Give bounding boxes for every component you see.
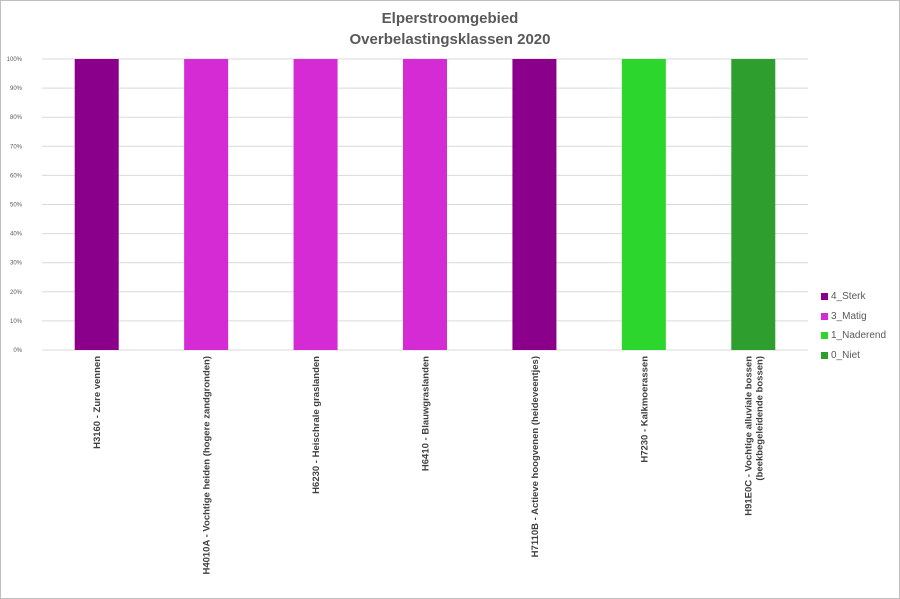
y-tick-label: 70%	[10, 144, 23, 150]
legend-swatch	[821, 312, 828, 320]
x-tick-label-group: H91E0C - Vochtige alluviale bossen (beekb…	[743, 356, 765, 516]
y-tick-label: 40%	[10, 232, 23, 238]
x-axis-labels: H3160 - Zure vennen H4010A - Vochtige hei…	[92, 356, 765, 575]
y-tick-label: 20%	[10, 290, 23, 296]
y-tick-label: 0%	[13, 348, 22, 354]
x-tick-label: H6410 - Blauwgraslanden	[421, 356, 432, 471]
x-tick-label-group: H7110B - Actieve hoogvenen (heideveentje…	[530, 356, 541, 557]
y-tick-label: 10%	[10, 319, 23, 325]
legend-label: 4_Sterk	[831, 291, 866, 303]
y-tick-label: 60%	[10, 173, 23, 179]
x-tick-label-group: H6410 - Blauwgraslanden	[421, 356, 432, 471]
legend: 4_Sterk 3_Matig 1_Naderend 0_Niet	[821, 287, 886, 365]
x-tick-label: H4010A - Vochtige heiden (hogere zandgro…	[202, 356, 213, 575]
bar-segment	[731, 59, 776, 350]
bar-segment	[293, 59, 338, 350]
y-axis-ticks: 0% 10% 20% 30% 40% 50% 60% 70% 80% 90% 100%	[7, 57, 23, 354]
x-tick-label: H7230 - Kalkmoerassen	[639, 356, 650, 463]
x-tick-label-group: H4010A - Vochtige heiden (hogere zandgro…	[202, 356, 213, 575]
legend-label: 1_Naderend	[831, 330, 887, 342]
bar-segment	[74, 59, 119, 350]
legend-swatch	[821, 293, 828, 301]
bar-segment	[184, 59, 229, 350]
legend-swatch	[821, 351, 828, 359]
y-tick-label: 30%	[10, 261, 23, 267]
legend-item: 3_Matig	[821, 307, 886, 327]
y-tick-label: 50%	[10, 203, 23, 209]
legend-item: 4_Sterk	[821, 287, 886, 307]
legend-item: 0_Niet	[821, 346, 886, 366]
x-tick-label-group: H6230 - Heischrale graslanden	[311, 356, 322, 494]
bar-segment	[621, 59, 666, 350]
legend-label: 0_Niet	[831, 349, 860, 361]
bar-segment	[403, 59, 447, 350]
bar-segment	[512, 59, 557, 350]
y-tick-label: 90%	[10, 86, 23, 92]
legend-label: 3_Matig	[831, 310, 867, 322]
chart-title-block: Elperstroomgebied Overbelastingsklassen …	[0, 8, 900, 50]
legend-swatch	[821, 332, 828, 340]
x-tick-label: H6230 - Heischrale graslanden	[311, 356, 322, 494]
chart-subtitle: Overbelastingsklassen 2020	[349, 31, 551, 48]
x-tick-label: H91E0C - Vochtige alluviale bossen	[743, 356, 754, 516]
bars	[74, 59, 776, 350]
x-tick-label-group: H7230 - Kalkmoerassen	[639, 356, 650, 463]
x-tick-label-group: H3160 - Zure vennen	[92, 356, 103, 449]
y-tick-label: 80%	[10, 115, 23, 121]
legend-item: 1_Naderend	[821, 326, 886, 346]
x-tick-label: H7110B - Actieve hoogvenen (heideveentje…	[530, 356, 541, 557]
x-tick-label: (beekbegeleidende bossen)	[754, 356, 765, 481]
x-tick-label: H3160 - Zure vennen	[92, 356, 103, 449]
y-tick-label: 100%	[7, 57, 23, 63]
chart-title: Elperstroomgebied	[381, 10, 519, 27]
